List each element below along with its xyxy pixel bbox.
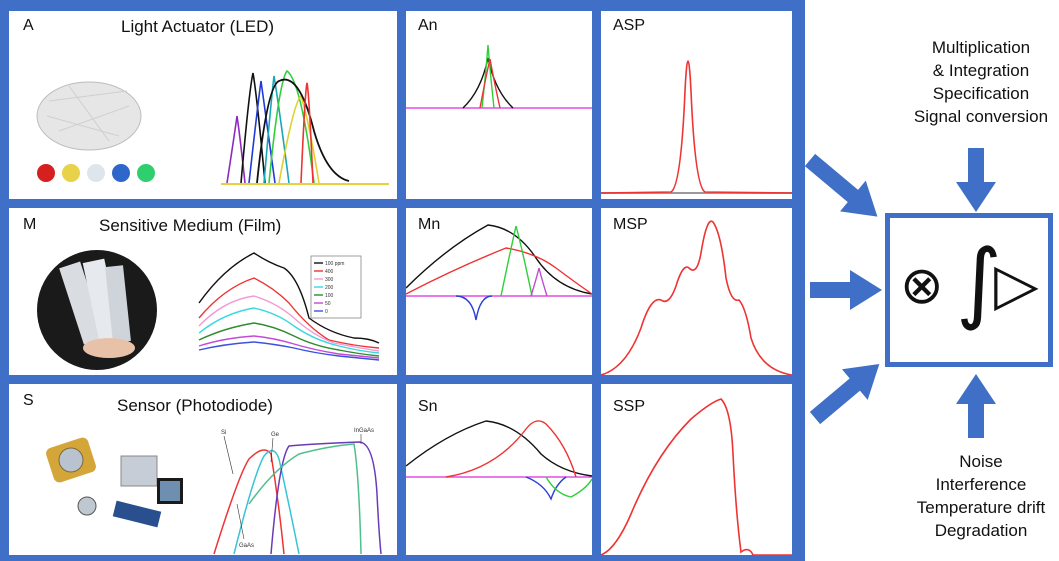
label-ge: Ge [271, 432, 280, 438]
row-letter-s: S [23, 392, 34, 409]
cell-film: M Sensitive Medium (Film) [9, 208, 397, 375]
an-label: An [418, 17, 438, 34]
arrow-from-bottom-text [956, 374, 996, 438]
cell-sensor: S Sensor (Photodiode) Si Ge InGaA [9, 384, 397, 555]
amplifier-triangle-symbol: ▷ [994, 250, 1039, 318]
cell-led: A Light Actuator (LED) [9, 11, 397, 199]
label-si: Si [221, 430, 226, 436]
mn-chart [406, 224, 592, 321]
bottom-text-line-1: Noise [959, 452, 1003, 471]
legend-label-400: 400 [325, 269, 334, 275]
film-spectra-chart [198, 252, 380, 361]
responsivity-labels: Si Ge InGaAs GaAs [221, 428, 374, 549]
led-color-dots [37, 164, 155, 182]
integral-symbol: ∫ [956, 230, 1002, 333]
bottom-text-line-3: Temperature drift [916, 498, 1046, 517]
sn-label: Sn [418, 398, 438, 415]
an-chart [406, 44, 592, 109]
cell-msp: MSP [601, 208, 792, 375]
film-illustration: 100 ppm 400 300 200 100 50 0 [37, 250, 380, 370]
asp-chart [601, 60, 792, 194]
cell-mn: Mn [406, 208, 592, 375]
cell-an: An [406, 11, 592, 199]
film-legend-swatches [314, 262, 323, 312]
film-photo-image [37, 250, 157, 370]
sensor-title: Sensor (Photodiode) [117, 396, 273, 415]
asp-label: ASP [613, 17, 646, 34]
multiply-symbol: ⊗ [900, 256, 944, 316]
led-pile-image [36, 81, 142, 151]
legend-label-200: 200 [325, 285, 334, 291]
ssp-label: SSP [613, 398, 646, 415]
bottom-text-block: Noise Interference Temperature drift Deg… [896, 450, 1059, 542]
led-spectra-chart [221, 69, 389, 185]
panel-grid: A Light Actuator (LED) [0, 0, 805, 561]
bottom-text-line-4: Degradation [934, 521, 1028, 540]
legend-label-0: 0 [325, 309, 328, 315]
row-letter-m: M [23, 216, 37, 233]
sensor-illustration: Si Ge InGaAs GaAs [46, 428, 382, 555]
led-title: Light Actuator (LED) [121, 17, 275, 36]
legend-label-300: 300 [325, 277, 334, 283]
top-text-line-4: Signal conversion [913, 107, 1049, 126]
sn-chart [406, 420, 592, 501]
processing-box: ⊗ ∫ ▷ [885, 213, 1053, 367]
cell-sn: Sn [406, 384, 592, 555]
ssp-chart [601, 398, 792, 555]
legend-label-100ppm: 100 ppm [325, 261, 344, 267]
photodiode-photo-image [46, 437, 183, 528]
arrow-from-bottom-row [809, 364, 880, 425]
responsivity-chart [213, 441, 382, 555]
label-ingaas: InGaAs [354, 428, 374, 434]
label-gaas: GaAs [239, 543, 254, 549]
led-illustration [36, 69, 389, 185]
film-title: Sensitive Medium (Film) [99, 216, 282, 235]
top-text-line-1: Multiplication [931, 38, 1031, 57]
top-text-block: Multiplication & Integration Specificati… [896, 36, 1059, 128]
cell-asp: ASP [601, 11, 792, 199]
arrow-from-top-row [804, 153, 878, 217]
msp-label: MSP [613, 216, 648, 233]
cell-ssp: SSP [601, 384, 792, 555]
top-text-line-2: & Integration [932, 61, 1030, 80]
row-letter-a: A [23, 17, 34, 34]
legend-label-50: 50 [325, 301, 331, 307]
arrow-from-middle-row [810, 270, 882, 310]
film-legend-labels: 100 ppm 400 300 200 100 50 0 [325, 261, 344, 315]
top-text-line-3: Specification [932, 84, 1030, 103]
legend-label-100: 100 [325, 293, 334, 299]
arrow-from-top-text [956, 148, 996, 212]
msp-chart [601, 220, 792, 375]
mn-label: Mn [418, 216, 441, 233]
bottom-text-line-2: Interference [935, 475, 1027, 494]
